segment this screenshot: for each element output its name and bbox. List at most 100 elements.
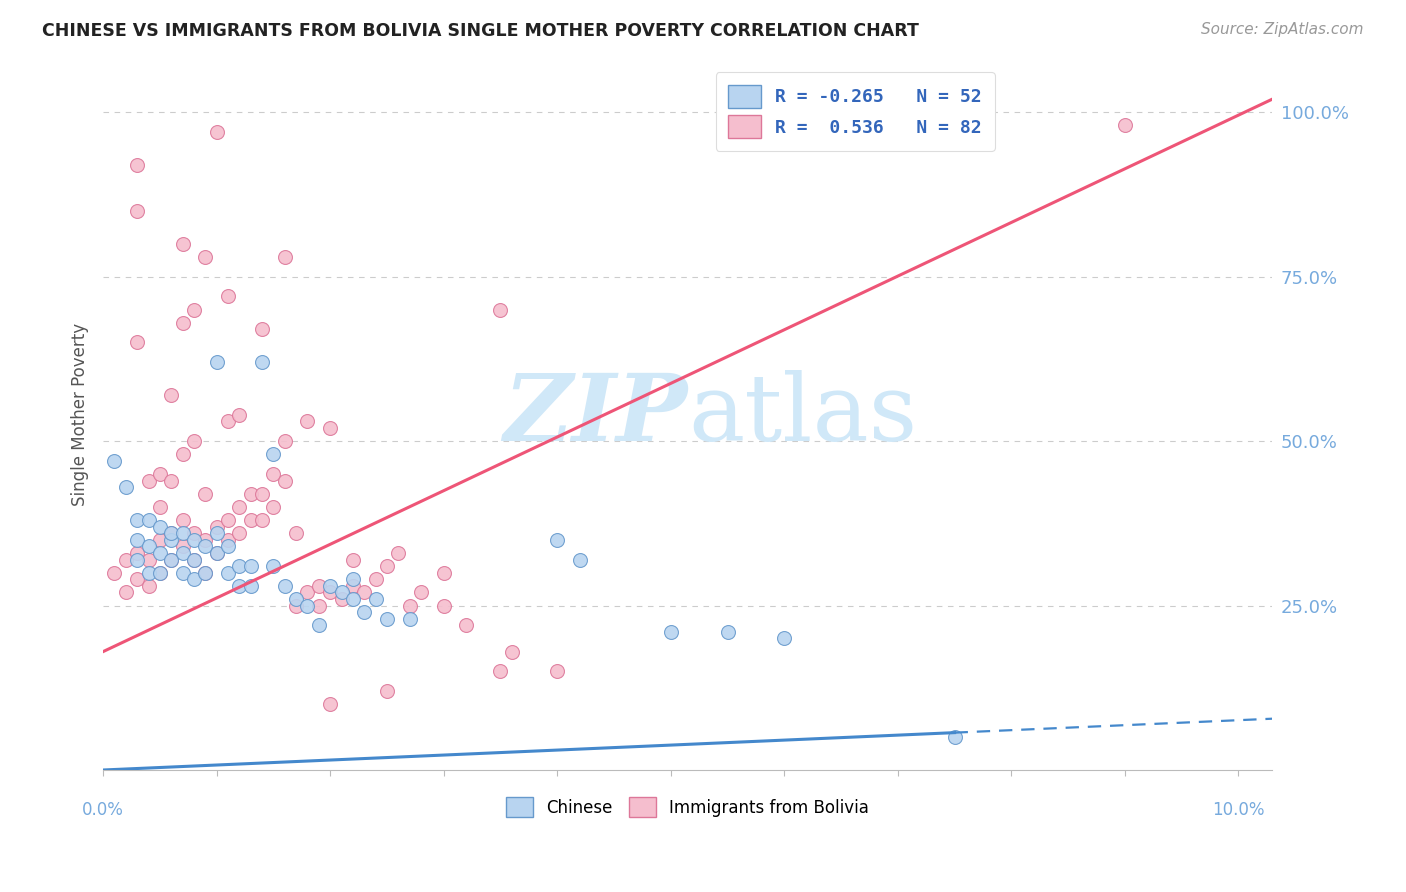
Point — [160, 552, 183, 566]
Point — [194, 566, 217, 580]
Point — [127, 546, 149, 560]
Point — [160, 526, 183, 541]
Point — [217, 289, 239, 303]
Point — [319, 579, 342, 593]
Point — [194, 540, 217, 554]
Point — [172, 540, 194, 554]
Point — [228, 408, 250, 422]
Point — [138, 552, 160, 566]
Point — [308, 579, 330, 593]
Point — [138, 540, 160, 554]
Point — [205, 546, 228, 560]
Point — [456, 618, 478, 632]
Point — [103, 454, 125, 468]
Text: Source: ZipAtlas.com: Source: ZipAtlas.com — [1201, 22, 1364, 37]
Point — [172, 513, 194, 527]
Point — [387, 546, 409, 560]
Point — [285, 526, 308, 541]
Point — [217, 540, 239, 554]
Point — [330, 585, 353, 599]
Point — [409, 585, 432, 599]
Point — [433, 566, 456, 580]
Point — [250, 487, 273, 501]
Text: 0.0%: 0.0% — [82, 800, 124, 819]
Point — [149, 546, 172, 560]
Point — [659, 624, 682, 639]
Point — [773, 125, 796, 139]
Point — [217, 566, 239, 580]
Point — [489, 302, 512, 317]
Legend: Chinese, Immigrants from Bolivia: Chinese, Immigrants from Bolivia — [498, 789, 877, 826]
Point — [342, 572, 364, 586]
Point — [239, 559, 262, 574]
Point — [353, 605, 375, 619]
Point — [546, 665, 568, 679]
Point — [127, 158, 149, 172]
Point — [194, 533, 217, 547]
Point — [250, 322, 273, 336]
Point — [398, 612, 420, 626]
Point — [127, 533, 149, 547]
Point — [205, 546, 228, 560]
Point — [127, 552, 149, 566]
Text: CHINESE VS IMMIGRANTS FROM BOLIVIA SINGLE MOTHER POVERTY CORRELATION CHART: CHINESE VS IMMIGRANTS FROM BOLIVIA SINGL… — [42, 22, 920, 40]
Point — [342, 579, 364, 593]
Point — [160, 533, 183, 547]
Point — [364, 572, 387, 586]
Point — [297, 585, 319, 599]
Point — [353, 585, 375, 599]
Point — [217, 414, 239, 428]
Point — [114, 552, 136, 566]
Point — [308, 618, 330, 632]
Point — [172, 546, 194, 560]
Point — [149, 500, 172, 514]
Point — [943, 730, 966, 744]
Text: atlas: atlas — [688, 370, 917, 459]
Point — [194, 250, 217, 264]
Point — [183, 302, 205, 317]
Point — [149, 566, 172, 580]
Point — [546, 533, 568, 547]
Point — [149, 566, 172, 580]
Point — [274, 579, 297, 593]
Point — [183, 434, 205, 449]
Point — [172, 447, 194, 461]
Point — [716, 624, 738, 639]
Text: 10.0%: 10.0% — [1212, 800, 1264, 819]
Point — [375, 559, 398, 574]
Point — [398, 599, 420, 613]
Point — [297, 414, 319, 428]
Point — [183, 552, 205, 566]
Point — [183, 552, 205, 566]
Point — [194, 487, 217, 501]
Point — [250, 355, 273, 369]
Point — [285, 599, 308, 613]
Point — [262, 500, 284, 514]
Point — [217, 513, 239, 527]
Point — [228, 579, 250, 593]
Point — [205, 125, 228, 139]
Point — [262, 447, 284, 461]
Point — [239, 487, 262, 501]
Point — [239, 513, 262, 527]
Point — [138, 566, 160, 580]
Point — [342, 591, 364, 606]
Point — [138, 513, 160, 527]
Point — [297, 599, 319, 613]
Point — [262, 467, 284, 481]
Point — [228, 559, 250, 574]
Point — [274, 474, 297, 488]
Point — [194, 566, 217, 580]
Point — [501, 644, 523, 658]
Point — [489, 665, 512, 679]
Point — [103, 566, 125, 580]
Point — [319, 585, 342, 599]
Point — [172, 526, 194, 541]
Point — [160, 388, 183, 402]
Point — [127, 513, 149, 527]
Point — [375, 684, 398, 698]
Point — [250, 513, 273, 527]
Point — [364, 591, 387, 606]
Point — [568, 552, 591, 566]
Point — [217, 533, 239, 547]
